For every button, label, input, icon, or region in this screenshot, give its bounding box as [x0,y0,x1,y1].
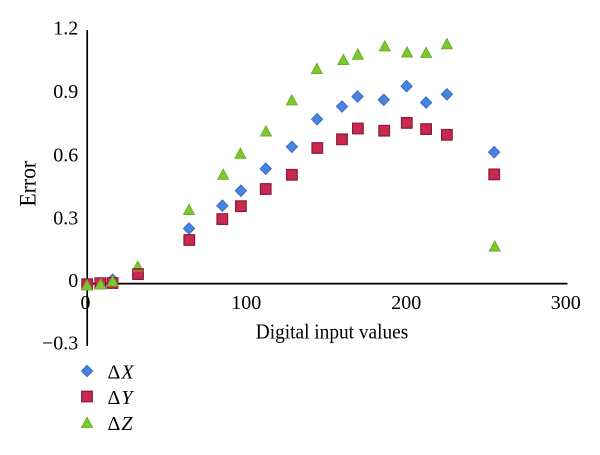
svg-text:300: 300 [551,292,581,314]
svg-text:ΔZ: ΔZ [108,413,134,435]
svg-text:0.3: 0.3 [53,208,78,230]
svg-text:ΔY: ΔY [108,387,135,409]
svg-text:0.6: 0.6 [53,144,78,166]
svg-text:ΔX: ΔX [108,361,135,383]
svg-text:200: 200 [391,292,421,314]
svg-text:0: 0 [68,270,78,292]
svg-text:0: 0 [81,292,91,314]
svg-text:−0.3: −0.3 [42,332,78,354]
svg-text:100: 100 [231,292,261,314]
svg-text:0.9: 0.9 [53,81,78,103]
svg-text:Digital input values: Digital input values [256,320,409,344]
svg-text:Error: Error [16,161,42,207]
svg-text:1.2: 1.2 [53,18,78,40]
